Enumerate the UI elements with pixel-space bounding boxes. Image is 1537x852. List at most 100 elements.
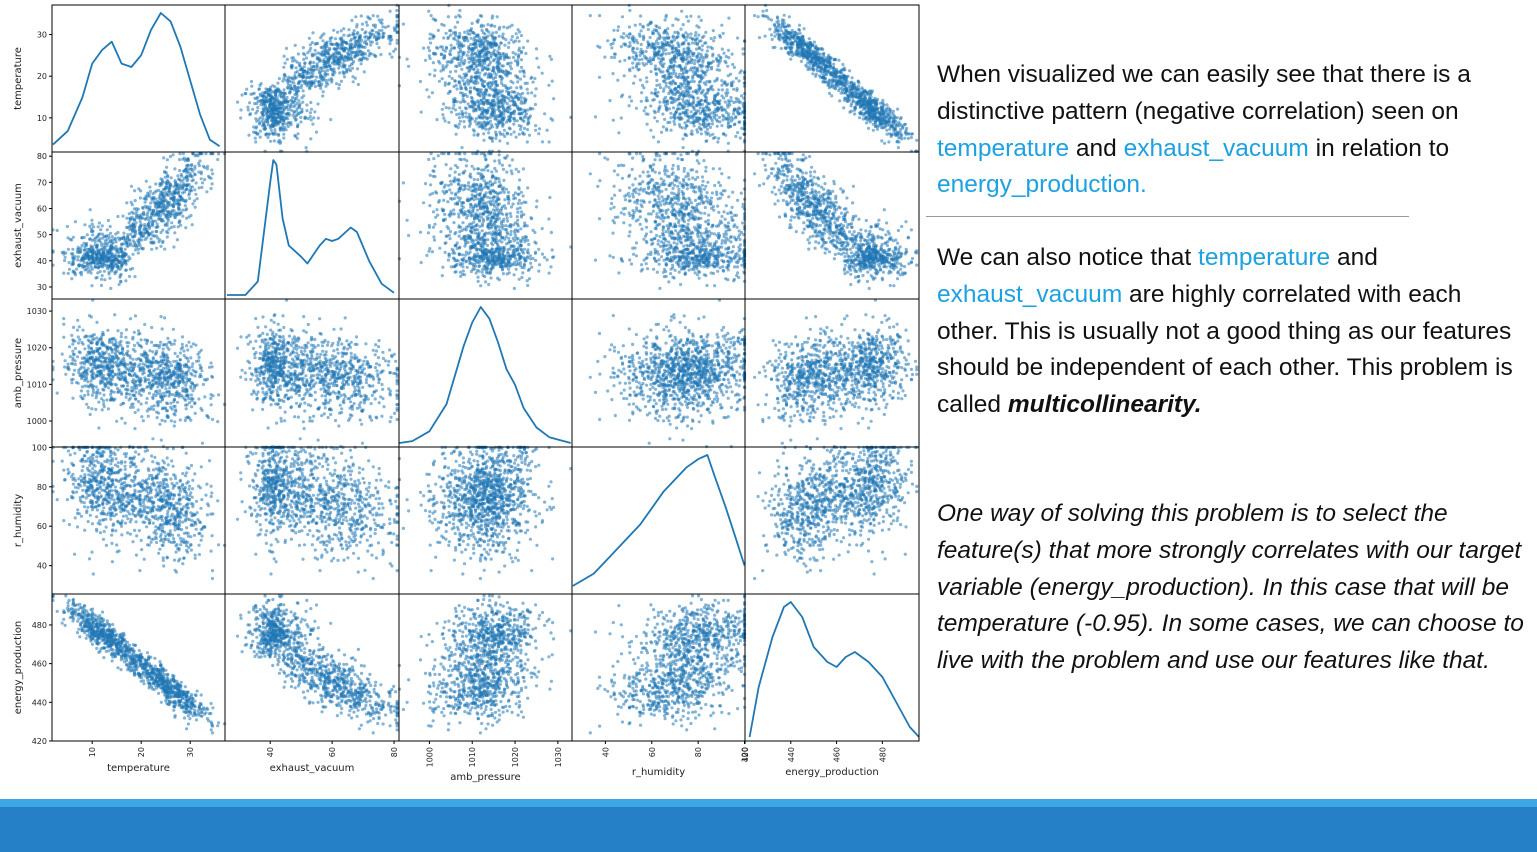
scatter-point [874, 120, 877, 123]
scatter-point [655, 79, 658, 82]
scatter-point [847, 95, 850, 98]
scatter-point [429, 41, 432, 44]
scatter-point [837, 89, 840, 92]
scatter-point [286, 96, 289, 99]
scatter-point [424, 59, 427, 62]
scatter-point [511, 35, 514, 38]
scatter-point [517, 56, 520, 59]
scatter-point [210, 187, 213, 190]
scatter-point [688, 60, 691, 63]
scatter-point [656, 120, 659, 123]
scatter-point [869, 114, 872, 117]
scatter-point [658, 83, 661, 86]
scatter-point [303, 62, 306, 65]
scatter-point [685, 15, 688, 18]
scatter-point [837, 59, 840, 62]
scatter-point [882, 104, 885, 107]
scatter-point [467, 116, 470, 119]
scatter-point [514, 39, 517, 42]
scatter-point [469, 67, 472, 70]
scatter-point [425, 88, 428, 91]
scatter-point [798, 29, 801, 32]
scatter-point [283, 55, 286, 58]
scatter-point [338, 71, 341, 74]
scatter-point [375, 31, 378, 34]
scatter-point [642, 25, 645, 28]
scatter-point [512, 97, 515, 100]
scatter-point [354, 15, 357, 18]
scatter-point [310, 118, 313, 121]
scatter-point [349, 54, 352, 57]
scatter-point [334, 48, 337, 51]
scatter-point [640, 100, 643, 103]
scatter-point [736, 36, 739, 39]
scatter-point [476, 89, 479, 92]
scatter-point [294, 44, 297, 47]
scatter-point [883, 142, 886, 145]
scatter-point [289, 87, 292, 90]
scatter-point [633, 41, 636, 44]
scatter-point [442, 48, 445, 51]
scatter-point [704, 95, 707, 98]
scatter-point [798, 24, 801, 27]
scatter-point [359, 50, 362, 53]
scatter-point [310, 84, 313, 87]
scatter-point [690, 66, 693, 69]
scatter-point [727, 74, 730, 77]
scatter-point [458, 112, 461, 115]
scatter-point [245, 88, 248, 91]
scatter-point [315, 131, 318, 134]
scatter-point [68, 268, 71, 271]
scatter-point [717, 137, 720, 140]
scatter-point [527, 122, 530, 125]
scatter-point [497, 67, 500, 70]
scatter-point [506, 106, 509, 109]
scatter-point [190, 163, 193, 166]
scatter-point [430, 14, 433, 17]
scatter-point [466, 66, 469, 69]
scatter-point [644, 106, 647, 109]
scatter-point [717, 102, 720, 105]
scatter-point [665, 43, 668, 46]
scatter-point [283, 91, 286, 94]
scatter-point [665, 106, 668, 109]
scatter-point [163, 248, 166, 251]
scatter-point [720, 84, 723, 87]
scatter-point [491, 140, 494, 143]
scatter-point [826, 70, 829, 73]
scatter-point [672, 36, 675, 39]
scatter-point [292, 81, 295, 84]
scatter-point [468, 113, 471, 116]
scatter-point [878, 120, 881, 123]
scatter-point [786, 25, 789, 28]
scatter-point [340, 47, 343, 50]
scatter-point [722, 97, 725, 100]
scatter-point [493, 49, 496, 52]
scatter-point [638, 33, 641, 36]
scatter-point [890, 111, 893, 114]
scatter-point [701, 44, 704, 47]
scatter-point [725, 55, 728, 58]
scatter-point [828, 92, 831, 95]
scatter-point [254, 137, 257, 140]
scatter-point [517, 108, 520, 111]
scatter-point [628, 57, 631, 60]
scatter-point [349, 39, 352, 42]
scatter-point [463, 59, 466, 62]
scatter-point [298, 106, 301, 109]
scatter-point [282, 66, 285, 69]
scatter-point [267, 136, 270, 139]
scatter-point [282, 109, 285, 112]
scatter-point [366, 15, 369, 18]
scatter-point [682, 137, 685, 140]
scatter-point [697, 87, 700, 90]
scatter-point [851, 76, 854, 79]
scatter-point [523, 75, 526, 78]
scatter-point [831, 67, 834, 70]
scatter-point [461, 44, 464, 47]
scatter-point [276, 82, 279, 85]
scatter-point [858, 100, 861, 103]
scatter-point [642, 36, 645, 39]
scatter-point [813, 41, 816, 44]
scatter-point [278, 77, 281, 80]
